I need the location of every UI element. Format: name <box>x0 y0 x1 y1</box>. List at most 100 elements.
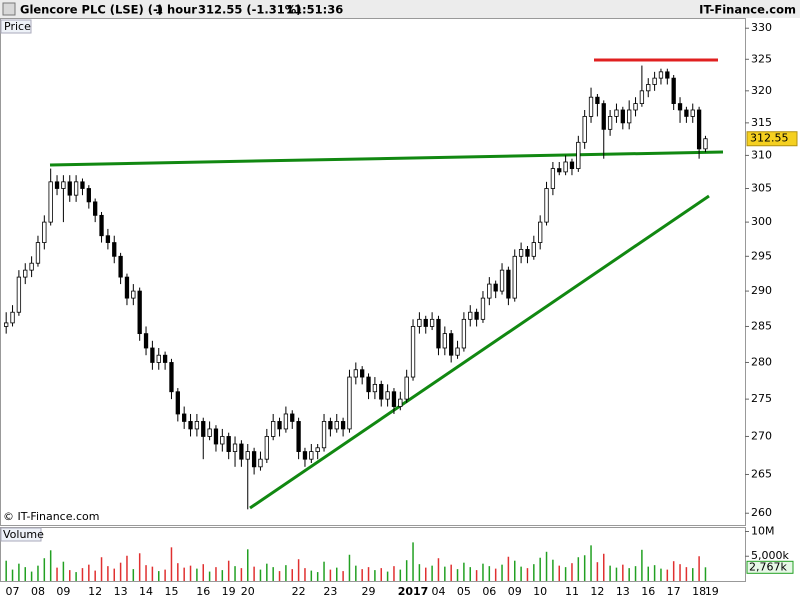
volume-bar <box>692 568 694 581</box>
candle-body <box>10 311 15 324</box>
y-tick-label: 315 <box>751 116 772 129</box>
volume-bar <box>49 550 52 581</box>
y-tick-label: 330 <box>751 21 772 34</box>
volume-bar <box>380 568 382 581</box>
volume-bar <box>577 557 580 581</box>
x-tick-label: 19 <box>222 585 236 598</box>
volume-bar <box>88 564 90 581</box>
y-tick-label: 325 <box>751 52 772 65</box>
candle-body <box>525 249 530 257</box>
volume-bar <box>234 566 236 581</box>
trend-line <box>249 194 710 510</box>
volume-bar <box>622 564 624 581</box>
candle-body <box>143 333 149 349</box>
menu-icon[interactable] <box>2 2 16 16</box>
candle-body <box>410 326 416 378</box>
candle-body <box>595 96 600 104</box>
candle-body <box>385 391 390 400</box>
time: 11:51:36 <box>286 3 343 17</box>
candle-body <box>61 181 66 189</box>
x-tick-label: 14 <box>139 585 153 598</box>
candle-body <box>162 354 168 363</box>
candle-body <box>665 71 670 79</box>
x-tick-label: 29 <box>362 585 376 598</box>
x-tick-label: 10 <box>533 585 547 598</box>
candle-body <box>582 116 587 143</box>
volume-bar <box>374 570 376 581</box>
volume-bar <box>539 557 541 581</box>
candle-body <box>156 354 161 363</box>
volume-bar <box>342 571 344 581</box>
x-tick-label: 22 <box>292 585 306 598</box>
price-label-box <box>0 19 32 34</box>
candle-body <box>220 436 225 445</box>
x-tick-label: 12 <box>88 585 102 598</box>
candle-body <box>35 242 41 264</box>
volume-bar <box>425 567 427 581</box>
candle-body <box>487 283 492 299</box>
candle-body <box>290 413 295 422</box>
volume-bar <box>11 569 14 581</box>
volume-bar <box>482 563 484 581</box>
candle-body <box>588 96 594 117</box>
volume-bar <box>323 561 325 581</box>
candle-body <box>213 428 219 445</box>
x-tick-label: 09 <box>56 585 70 598</box>
candle-body <box>131 290 136 299</box>
volume-bar <box>672 561 675 581</box>
x-tick-label: 09 <box>508 585 522 598</box>
candle-body <box>703 138 708 150</box>
volume-bar <box>316 572 319 581</box>
volume-bar <box>609 565 611 581</box>
candle-body <box>576 141 581 169</box>
volume-bar <box>183 567 185 581</box>
volume-bar <box>259 569 262 581</box>
candle-body <box>182 413 187 422</box>
candle-body <box>569 161 575 169</box>
candle-body <box>531 242 536 257</box>
volume-bar <box>18 563 20 581</box>
volume-bar <box>43 558 46 581</box>
volume-bar <box>431 565 433 581</box>
volume-bar <box>119 562 122 581</box>
candle-body <box>105 235 111 243</box>
candle-body <box>188 421 193 430</box>
volume-bar <box>145 565 147 581</box>
volume-bar <box>158 571 160 581</box>
volume-bar <box>336 567 338 581</box>
candle-body <box>398 398 403 407</box>
volume-bar <box>202 564 204 581</box>
x-tick-label: 04 <box>431 585 445 598</box>
quote: 312.55 (-1.31%) <box>198 3 302 17</box>
x-tick-label: 13 <box>114 585 128 598</box>
volume-bar <box>310 570 313 581</box>
x-tick-label: 07 <box>6 585 20 598</box>
candle-body <box>372 383 378 393</box>
brand: IT-Finance.com <box>699 3 796 17</box>
candle-body <box>563 161 568 173</box>
candle-body <box>417 318 422 327</box>
volume-bar <box>463 562 465 581</box>
y-tick-label: 5,000k <box>751 549 789 562</box>
price-label: Price <box>4 20 31 33</box>
candle-body <box>506 269 511 299</box>
volume-bar <box>132 569 135 581</box>
candle-body <box>658 71 664 79</box>
candle-body <box>124 276 130 299</box>
y-tick-label: 10M <box>751 524 775 537</box>
candle-body <box>99 214 104 237</box>
volume-bar <box>367 567 370 581</box>
volume-bar <box>107 566 109 581</box>
candle-body <box>639 90 645 104</box>
y-tick-label: 285 <box>751 319 772 332</box>
volume-bar <box>266 563 268 581</box>
volume-bar <box>501 564 503 581</box>
y-tick-label: 305 <box>751 181 772 194</box>
volume-bar <box>456 569 459 581</box>
candle-body <box>54 181 60 189</box>
volume-bar <box>514 560 516 581</box>
last-volume-box <box>746 560 794 574</box>
volume-bar <box>278 571 281 581</box>
volume-bar <box>170 547 173 581</box>
